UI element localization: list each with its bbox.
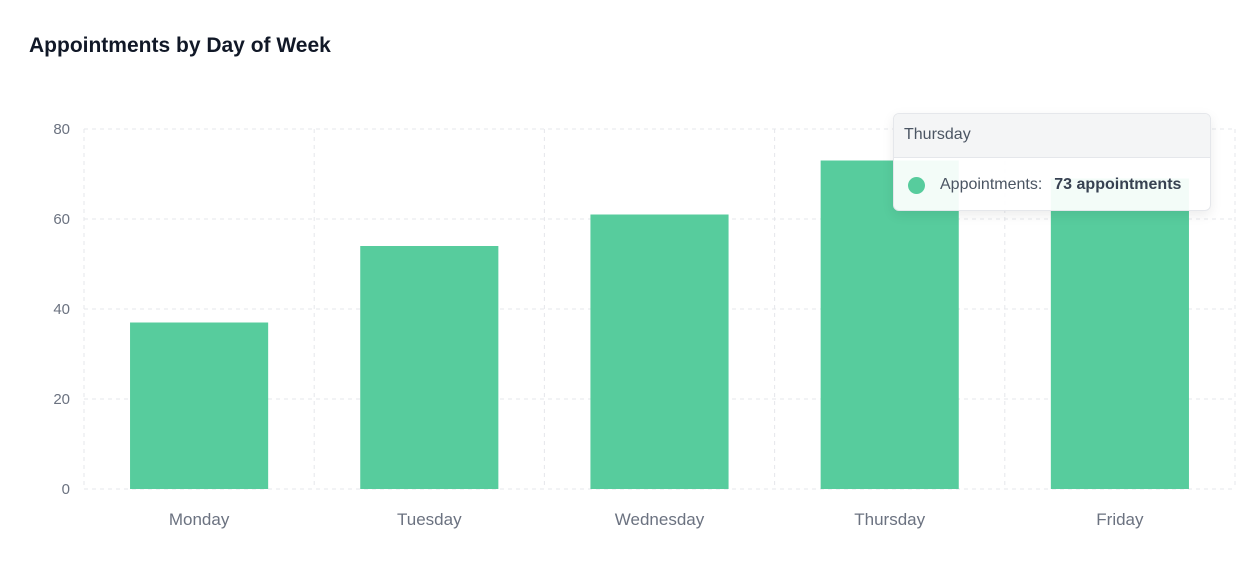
y-tick-label: 0: [62, 481, 70, 498]
x-tick-label: Friday: [1096, 510, 1144, 529]
bar-tuesday[interactable]: [360, 246, 499, 489]
y-tick-label: 20: [53, 391, 70, 408]
chart-tooltip: Thursday Appointments: 73 appointments: [893, 113, 1211, 211]
grid-lines: [83, 128, 1236, 490]
bar-thursday[interactable]: [820, 160, 959, 490]
tooltip-series-dot-icon: [908, 176, 925, 194]
y-tick-label: 40: [53, 301, 70, 318]
y-axis-ticks: 0 20 40 60 80: [53, 121, 70, 498]
x-tick-label: Tuesday: [397, 510, 462, 529]
tooltip-series-label: Appointments:: [940, 176, 1043, 193]
bar-friday[interactable]: [1050, 178, 1189, 490]
bar-monday[interactable]: [130, 322, 269, 490]
x-tick-label: Wednesday: [615, 510, 705, 529]
x-axis-labels: Monday Tuesday Wednesday Thursday Friday: [169, 510, 1144, 529]
x-tick-label: Monday: [169, 510, 230, 529]
chart-title: Appointments by Day of Week: [29, 34, 331, 57]
tooltip-category: Thursday: [894, 114, 1210, 158]
y-tick-label: 80: [53, 121, 70, 138]
bars: [130, 160, 1189, 490]
x-tick-label: Thursday: [854, 510, 925, 529]
tooltip-value: 73 appointments: [1054, 176, 1182, 193]
bar-wednesday[interactable]: [590, 214, 729, 490]
y-tick-label: 60: [53, 211, 70, 228]
tooltip-row: Appointments: 73 appointments: [894, 158, 1210, 194]
